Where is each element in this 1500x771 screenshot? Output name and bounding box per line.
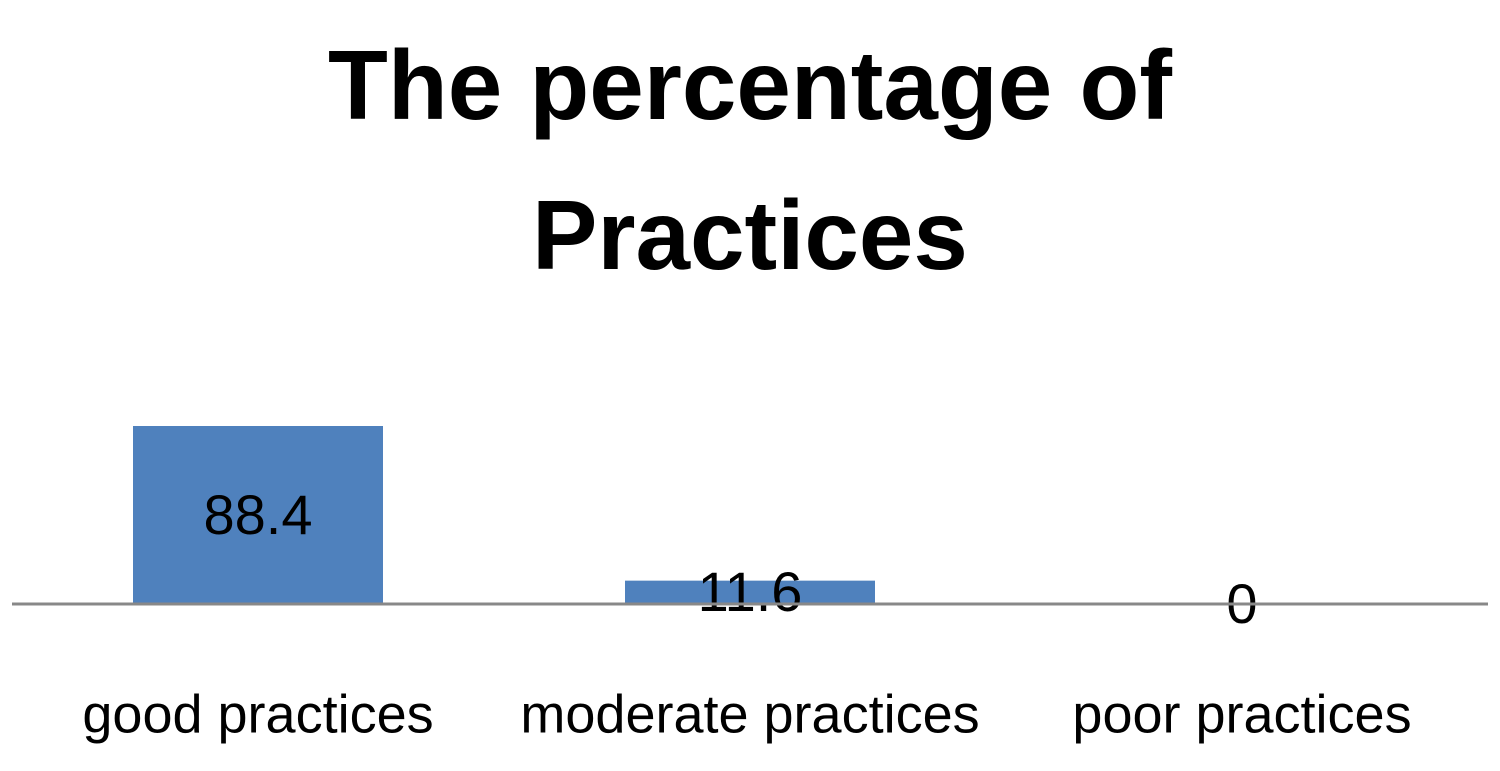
x-tick-label: good practices <box>82 684 433 744</box>
bar <box>133 426 383 604</box>
data-label: 88.4 <box>204 483 313 546</box>
bar <box>625 580 875 604</box>
x-tick-label: poor practices <box>1072 684 1411 744</box>
x-tick-label: moderate practices <box>520 684 979 744</box>
data-label: 11.6 <box>698 560 803 623</box>
chart-title: The percentage of Practices <box>327 30 1173 290</box>
